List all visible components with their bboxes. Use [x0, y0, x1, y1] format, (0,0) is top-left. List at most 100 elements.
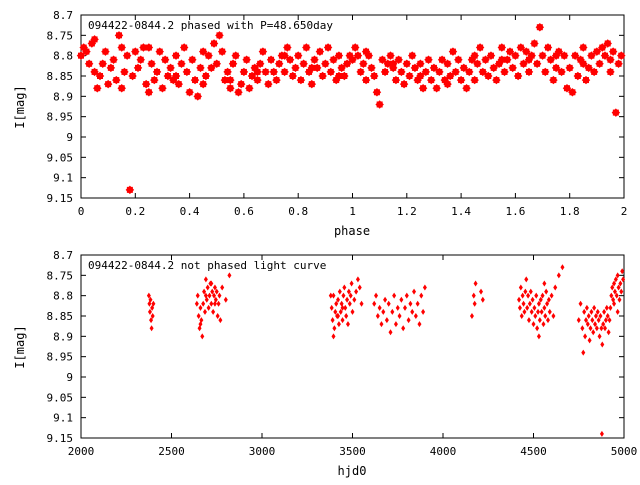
y-tick-label: 8.7: [53, 249, 73, 262]
data-point: [591, 329, 596, 336]
y-tick-label: 8.95: [47, 351, 74, 364]
data-point: [536, 333, 541, 340]
data-point: [445, 71, 455, 81]
data-point: [581, 75, 591, 85]
data-point: [544, 288, 549, 295]
y-tick-label: 8.85: [47, 310, 74, 323]
data-point: [525, 304, 530, 311]
data-point: [536, 308, 541, 315]
x-tick-label: 1.6: [505, 205, 525, 218]
data-point: [391, 75, 401, 85]
data-point: [236, 79, 246, 89]
data-point: [557, 67, 566, 77]
data-point: [395, 304, 400, 311]
data-point: [543, 313, 548, 319]
data-point: [604, 304, 609, 311]
data-point: [288, 71, 298, 81]
data-point: [346, 288, 351, 295]
data-point: [315, 47, 325, 56]
data-point: [356, 67, 365, 77]
data-point: [383, 59, 393, 69]
data-point: [209, 300, 214, 307]
data-point: [155, 47, 164, 56]
data-point: [361, 47, 371, 56]
data-point: [541, 321, 546, 328]
data-point: [82, 47, 91, 56]
data-point: [535, 22, 545, 32]
data-point: [537, 317, 542, 324]
data-point: [530, 296, 535, 303]
data-point: [437, 55, 447, 64]
data-point: [612, 300, 617, 307]
data-point: [147, 59, 156, 69]
data-point: [614, 59, 623, 69]
data-point: [269, 67, 279, 77]
data-point: [369, 71, 379, 81]
data-point: [209, 39, 219, 48]
x-tick-label: 2500: [158, 445, 185, 458]
data-point: [372, 300, 377, 307]
data-point: [421, 308, 426, 315]
data-point: [602, 325, 607, 332]
data-point: [198, 304, 203, 311]
x-tick-label: 5000: [611, 445, 638, 458]
y-axis-ticks: 8.7 8.75 8.8 8.85 8.9 8.95 9 9.05 9.1 9.15: [47, 249, 624, 445]
data-point: [524, 67, 534, 77]
data-point: [547, 308, 552, 315]
data-point: [258, 47, 268, 56]
data-point: [399, 296, 404, 303]
data-point: [606, 329, 611, 336]
data-point: [521, 300, 526, 307]
x-tick-label: 1.8: [560, 205, 580, 218]
data-point: [426, 75, 436, 85]
data-point: [526, 317, 531, 324]
data-point: [205, 284, 210, 291]
data-point: [321, 59, 330, 69]
data-point: [484, 71, 493, 81]
data-point: [616, 284, 621, 291]
data-point: [473, 280, 478, 287]
data-point: [150, 313, 155, 319]
data-point: [344, 313, 349, 319]
data-point: [519, 59, 528, 69]
data-point: [585, 321, 590, 328]
data-point: [348, 292, 353, 299]
data-point: [598, 313, 603, 319]
data-point: [497, 43, 507, 52]
data-point: [345, 321, 350, 328]
data-point: [588, 325, 593, 332]
data-point: [471, 292, 476, 299]
data-point: [149, 317, 154, 324]
data-point: [481, 55, 490, 64]
data-point: [84, 59, 94, 69]
data-point: [543, 43, 553, 52]
data-point: [198, 47, 208, 56]
data-point: [386, 300, 391, 307]
data-point: [312, 63, 322, 73]
data-point: [166, 63, 175, 73]
data-point: [359, 300, 364, 307]
data-point: [565, 63, 574, 73]
data-point: [93, 83, 102, 93]
data-point: [582, 308, 587, 315]
data-point: [227, 272, 232, 279]
data-point: [101, 47, 110, 56]
data-point: [397, 313, 402, 319]
data-point: [608, 47, 618, 56]
data-point: [151, 300, 156, 307]
data-point: [390, 308, 395, 315]
data-point: [338, 308, 343, 315]
data-point: [329, 304, 334, 311]
data-point: [340, 317, 345, 324]
data-point: [220, 284, 225, 291]
data-point: [336, 296, 341, 303]
data-point: [274, 59, 284, 69]
y-tick-label: 9.15: [47, 192, 74, 205]
data-point: [345, 296, 350, 303]
data-point: [546, 55, 555, 64]
data-point: [615, 272, 620, 279]
data-point: [480, 296, 485, 303]
data-point: [560, 264, 565, 271]
data-point: [406, 317, 411, 324]
